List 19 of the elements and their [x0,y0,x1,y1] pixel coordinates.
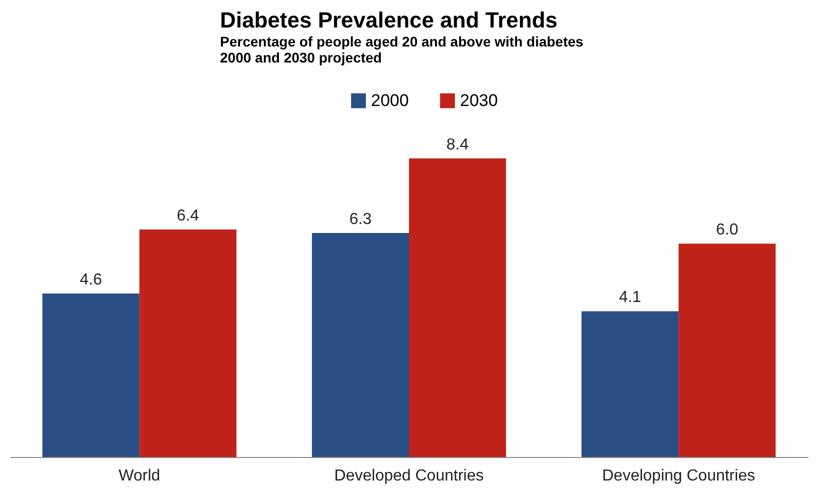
bar [678,244,776,457]
bar [139,229,236,457]
x-tick-label: Developing Countries [602,468,756,484]
bar [42,293,140,457]
data-label: 4.6 [80,271,102,288]
x-tick-label: Developed Countries [334,468,484,484]
data-label: 6.3 [349,211,372,228]
bar [582,311,679,457]
data-label: 8.4 [446,136,469,154]
legend-label: 2030 [460,90,498,110]
chart-title: Diabetes Prevalence and Trends [220,7,558,32]
legend-label: 2000 [371,90,409,110]
x-tick-label: World [118,468,160,484]
chart-subtitle: Percentage of people aged 20 and above with diabetes 2000 and 2030 projected [220,33,584,66]
bar [312,233,409,457]
data-label: 4.1 [618,289,642,306]
data-label: 6.4 [176,207,200,224]
data-label: 6.0 [716,222,738,239]
bar [409,158,506,457]
